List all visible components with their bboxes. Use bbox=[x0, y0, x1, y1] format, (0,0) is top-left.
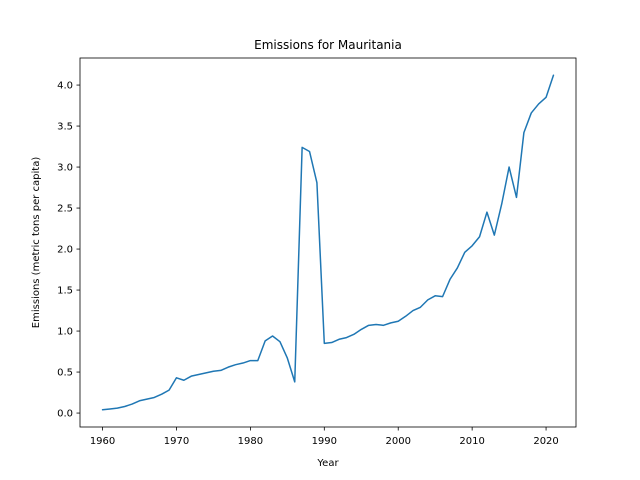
x-tick-label: 1990 bbox=[312, 436, 337, 447]
y-tick-label: 1.5 bbox=[57, 286, 73, 297]
plot-area bbox=[101, 74, 555, 411]
y-tick-label: 3.5 bbox=[57, 122, 73, 133]
x-tick-label: 1980 bbox=[238, 436, 263, 447]
y-axis: 0.0 0.5 1.0 1.5 2.0 2.5 3.0 3.5 4.0 bbox=[57, 81, 80, 420]
x-tick-label: 2020 bbox=[533, 436, 558, 447]
x-tick-label: 2000 bbox=[385, 436, 410, 447]
series-line bbox=[101, 74, 555, 411]
y-axis-label: Emissions (metric tons per capita) bbox=[31, 157, 42, 329]
x-axis: 1960 1970 1980 1990 2000 2010 2020 bbox=[90, 427, 559, 447]
x-tick-label: 2010 bbox=[459, 436, 484, 447]
y-tick-label: 0.5 bbox=[57, 368, 73, 379]
y-tick-label: 1.0 bbox=[57, 327, 73, 338]
y-tick-label: 2.0 bbox=[57, 245, 73, 256]
chart-title: Emissions for Mauritania bbox=[254, 38, 402, 52]
plot-frame bbox=[79, 57, 577, 428]
x-axis-label: Year bbox=[316, 458, 339, 469]
x-tick-label: 1970 bbox=[164, 436, 189, 447]
y-tick-label: 3.0 bbox=[57, 163, 73, 174]
x-tick-label: 1960 bbox=[90, 436, 115, 447]
y-tick-label: 4.0 bbox=[57, 81, 73, 92]
y-tick-label: 0.0 bbox=[57, 409, 73, 420]
y-tick-label: 2.5 bbox=[57, 204, 73, 215]
